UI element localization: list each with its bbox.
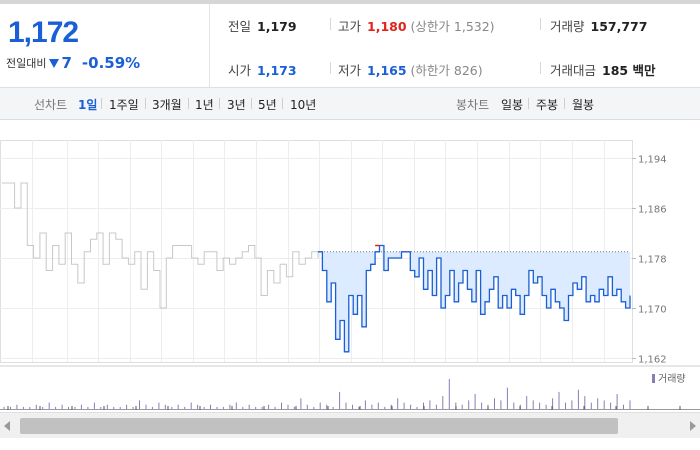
divider xyxy=(330,62,331,74)
price-box: 1,172 전일대비 7 -0.59% xyxy=(0,4,210,88)
period-3y[interactable]: 3년 xyxy=(227,98,246,112)
volume-legend-swatch xyxy=(652,374,655,383)
volume-legend-label: 거래량 xyxy=(658,373,686,385)
lower-limit: (하한가 826) xyxy=(410,63,483,78)
change-value: 7 xyxy=(61,54,72,72)
period-10y[interactable]: 10년 xyxy=(290,98,317,112)
upper-limit: (상한가 1,532) xyxy=(410,19,495,34)
toolbar-separator xyxy=(145,98,146,109)
scroll-thumb[interactable] xyxy=(20,418,618,434)
toolbar-separator xyxy=(282,98,283,109)
amount-stat: 거래대금 185 백만 xyxy=(550,60,655,79)
volume-label: 거래량 xyxy=(550,19,585,34)
chart-svg: 1,194 1,186 1,178 1,170 1,162 거래량 xyxy=(0,140,700,410)
low-label: 저가 xyxy=(338,63,362,78)
high-value: 1,180 xyxy=(367,19,407,34)
scroll-right-icon[interactable] xyxy=(690,421,696,431)
high-label: 고가 xyxy=(338,19,362,34)
change-row: 전일대비 7 -0.59% xyxy=(6,54,140,72)
candle-weekly[interactable]: 주봉 xyxy=(536,98,559,112)
divider xyxy=(330,18,331,30)
y-tick-label: 1,178 xyxy=(638,255,667,266)
divider xyxy=(540,62,541,74)
y-tick-label: 1,186 xyxy=(638,205,667,216)
price-chart: 1,194 1,186 1,178 1,170 1,162 거래량 xyxy=(0,140,700,412)
y-tick-label: 1,194 xyxy=(638,155,667,166)
prev-day-series-line xyxy=(2,182,319,309)
toolbar-separator xyxy=(219,98,220,109)
period-3m[interactable]: 3개월 xyxy=(152,98,182,112)
candle-monthly[interactable]: 월봉 xyxy=(572,98,595,112)
today-series-line xyxy=(318,244,631,353)
toolbar-separator xyxy=(564,98,565,109)
current-price: 1,172 xyxy=(8,16,79,49)
open-value: 1,173 xyxy=(257,63,297,78)
quote-panel: 1,172 전일대비 7 -0.59% 전일 1,179 고가 1,180 (상한가… xyxy=(0,4,700,88)
volume-value: 157,777 xyxy=(590,19,648,34)
candle-chart-label: 봉차트 xyxy=(456,98,490,112)
low-value: 1,165 xyxy=(367,63,407,78)
prev-close-value: 1,179 xyxy=(257,19,297,34)
period-5y[interactable]: 5년 xyxy=(258,98,277,112)
y-tick-label: 1,170 xyxy=(638,305,667,316)
down-arrow-icon xyxy=(49,58,60,68)
high-stat: 고가 1,180 (상한가 1,532) xyxy=(338,16,495,35)
volume-stat: 거래량 157,777 xyxy=(550,16,647,35)
open-stat: 시가 1,173 xyxy=(228,60,297,79)
prev-close-label: 전일 xyxy=(228,19,252,34)
open-label: 시가 xyxy=(228,63,252,78)
amount-label: 거래대금 xyxy=(550,63,597,78)
toolbar-separator xyxy=(101,98,102,109)
amount-value: 185 백만 xyxy=(602,63,656,78)
prev-close-stat: 전일 1,179 xyxy=(228,16,297,35)
toolbar-separator xyxy=(188,98,189,109)
toolbar-separator xyxy=(251,98,252,109)
candle-daily[interactable]: 일봉 xyxy=(501,98,524,112)
top-border xyxy=(0,0,700,4)
period-1y[interactable]: 1년 xyxy=(195,98,214,112)
line-chart-label: 선차트 xyxy=(34,98,68,112)
low-stat: 저가 1,165 (하한가 826) xyxy=(338,60,483,79)
chart-toolbar: 선차트 1일 1주일 3개월 1년 3년 5년 10년 봉차트 일봉 주봉 월봉 xyxy=(0,88,700,120)
period-1w[interactable]: 1주일 xyxy=(109,98,139,112)
toolbar-separator xyxy=(528,98,529,109)
change-percent: -0.59% xyxy=(81,54,141,72)
y-tick-label: 1,162 xyxy=(638,355,667,366)
period-1d[interactable]: 1일 xyxy=(78,98,98,112)
divider xyxy=(540,18,541,30)
horizontal-scrollbar[interactable] xyxy=(0,412,700,438)
change-label: 전일대비 xyxy=(6,57,47,70)
scroll-left-icon[interactable] xyxy=(4,421,10,431)
